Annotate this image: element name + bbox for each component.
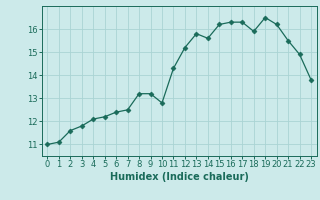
X-axis label: Humidex (Indice chaleur): Humidex (Indice chaleur): [110, 172, 249, 182]
